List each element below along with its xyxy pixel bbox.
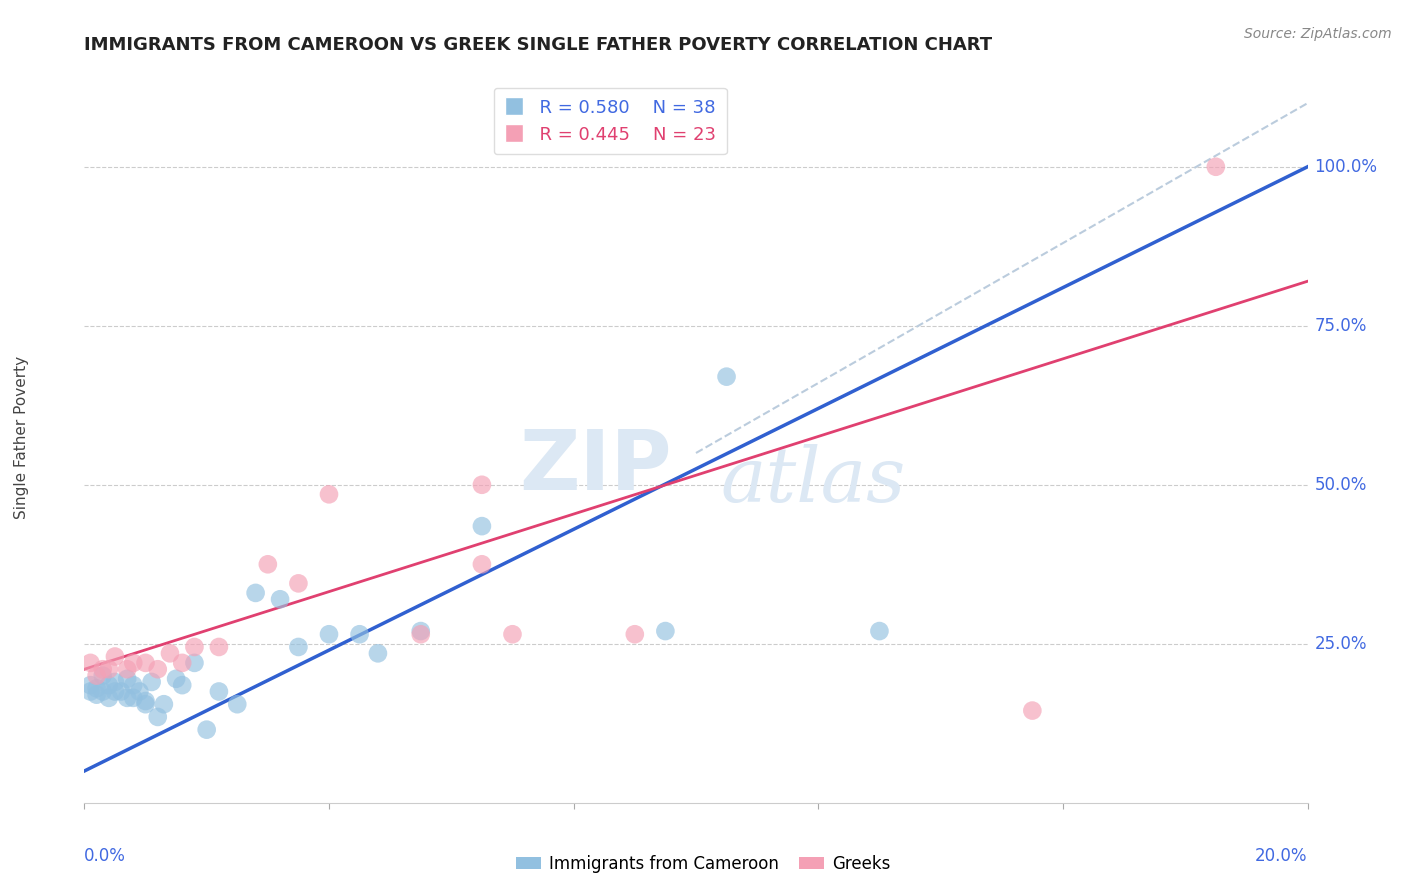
- Point: [269, 592, 291, 607]
- Point: [624, 627, 647, 641]
- Point: [172, 678, 194, 692]
- Point: [104, 684, 127, 698]
- Legend: Immigrants from Cameroon, Greeks: Immigrants from Cameroon, Greeks: [509, 848, 897, 880]
- Point: [122, 690, 145, 705]
- Point: [287, 640, 309, 654]
- Point: [349, 627, 371, 641]
- Point: [318, 627, 340, 641]
- Text: ZIP: ZIP: [519, 425, 672, 507]
- Point: [146, 710, 169, 724]
- Point: [97, 678, 120, 692]
- Point: [165, 672, 187, 686]
- Point: [91, 684, 114, 698]
- Point: [86, 668, 108, 682]
- Point: [128, 684, 150, 698]
- Text: atlas: atlas: [720, 444, 905, 518]
- Point: [141, 675, 163, 690]
- Point: [471, 519, 494, 533]
- Point: [115, 672, 138, 686]
- Point: [79, 678, 101, 692]
- Point: [208, 640, 231, 654]
- Point: [869, 624, 891, 638]
- Text: 0.0%: 0.0%: [84, 847, 127, 865]
- Text: 75.0%: 75.0%: [1315, 317, 1367, 334]
- Point: [135, 694, 157, 708]
- Point: [409, 624, 432, 638]
- Text: IMMIGRANTS FROM CAMEROON VS GREEK SINGLE FATHER POVERTY CORRELATION CHART: IMMIGRANTS FROM CAMEROON VS GREEK SINGLE…: [84, 36, 993, 54]
- Point: [287, 576, 309, 591]
- Point: [471, 558, 494, 572]
- Point: [195, 723, 218, 737]
- Point: [86, 688, 108, 702]
- Point: [183, 656, 205, 670]
- Text: 20.0%: 20.0%: [1256, 847, 1308, 865]
- Point: [172, 656, 194, 670]
- Point: [1021, 704, 1043, 718]
- Point: [110, 684, 132, 698]
- Point: [183, 640, 205, 654]
- Text: Single Father Poverty: Single Father Poverty: [14, 356, 28, 518]
- Point: [97, 690, 120, 705]
- Point: [104, 649, 127, 664]
- Text: 100.0%: 100.0%: [1315, 158, 1378, 176]
- Point: [716, 369, 738, 384]
- Point: [208, 684, 231, 698]
- Point: [257, 558, 280, 572]
- Point: [97, 662, 120, 676]
- Point: [115, 662, 138, 676]
- Point: [226, 697, 249, 711]
- Point: [245, 586, 267, 600]
- Point: [471, 477, 494, 491]
- Point: [159, 646, 181, 660]
- Point: [502, 627, 524, 641]
- Point: [79, 684, 101, 698]
- Point: [1205, 160, 1227, 174]
- Point: [135, 656, 157, 670]
- Point: [122, 656, 145, 670]
- Point: [409, 627, 432, 641]
- Point: [367, 646, 389, 660]
- Point: [122, 678, 145, 692]
- Point: [135, 697, 157, 711]
- Point: [153, 697, 176, 711]
- Text: 50.0%: 50.0%: [1315, 475, 1367, 494]
- Text: Source: ZipAtlas.com: Source: ZipAtlas.com: [1244, 27, 1392, 41]
- Point: [79, 656, 101, 670]
- Text: 25.0%: 25.0%: [1315, 635, 1367, 653]
- Point: [318, 487, 340, 501]
- Point: [146, 662, 169, 676]
- Point: [91, 668, 114, 682]
- Point: [654, 624, 676, 638]
- Point: [104, 675, 127, 690]
- Point: [86, 681, 108, 696]
- Point: [115, 690, 138, 705]
- Legend:   R = 0.580    N = 38,   R = 0.445    N = 23: R = 0.580 N = 38, R = 0.445 N = 23: [494, 87, 727, 154]
- Point: [91, 662, 114, 676]
